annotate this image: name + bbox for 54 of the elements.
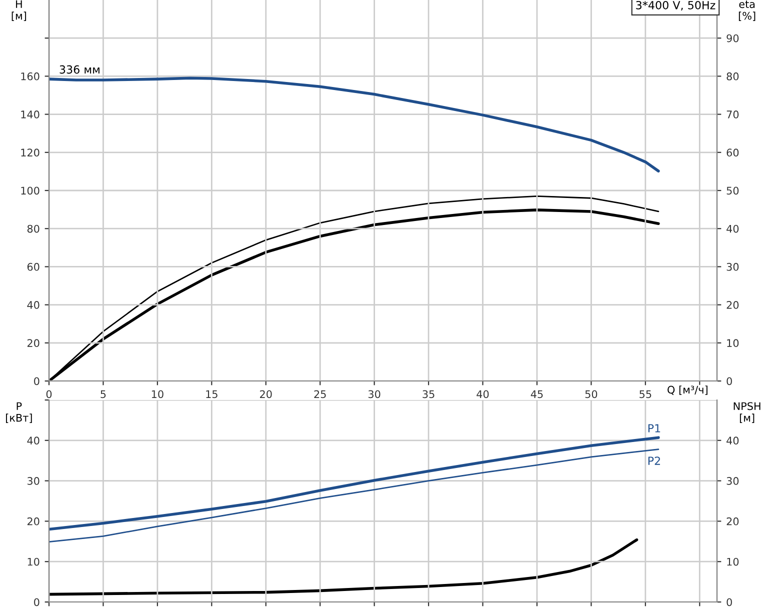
y-tick-label: 120 (21, 148, 40, 157)
y2-tick-label: 30 (726, 477, 739, 485)
y2-tick-label: 80 (726, 72, 739, 80)
x-tick-label: 35 (422, 390, 434, 398)
y-tick-label: 140 (21, 110, 40, 118)
line-series (49, 436, 660, 531)
y-tick-label: 20 (27, 339, 40, 348)
y2-tick-label: 30 (726, 262, 739, 271)
y-axis-title: H [м] (12, 0, 26, 21)
y2-axis-title: NPSH [м] (734, 402, 760, 423)
x-tick-label: 55 (640, 390, 652, 398)
y2-axis-title: eta [%] (738, 0, 756, 21)
y-axis-title: P [кВт] (6, 402, 32, 423)
y2-tick-label: 40 (726, 436, 739, 445)
x-tick-label: 5 (100, 390, 106, 398)
x-tick-label: 20 (260, 390, 272, 398)
annotation: 3*400 V, 50Hz (636, 0, 716, 10)
y-tick-label: 80 (27, 224, 40, 233)
y2-tick-label: 60 (726, 148, 739, 157)
series-label: P1 (648, 424, 660, 432)
x-tick-label: 10 (152, 390, 164, 398)
y-tick-label: 0 (34, 598, 40, 606)
x-tick-label: 40 (476, 390, 489, 398)
y-tick-label: 20 (27, 517, 40, 526)
y2-tick-label: 0 (726, 598, 732, 606)
y-tick-label: 60 (27, 262, 40, 271)
x-tick-label: 25 (314, 390, 326, 398)
y-tick-label: 30 (28, 477, 40, 485)
line-series (49, 76, 660, 172)
y-tick-label: 40 (27, 301, 40, 309)
x-tick-label: 45 (530, 390, 543, 398)
y2-tick-label: 20 (726, 301, 739, 309)
y-tick-label: 10 (28, 558, 40, 566)
y-tick-label: 160 (21, 72, 40, 80)
y-tick-label: 40 (27, 436, 40, 445)
x-tick-label: 15 (206, 390, 218, 398)
x-tick-label: 50 (585, 390, 598, 398)
series-label: P2 (648, 456, 660, 465)
x-axis-title: Q [м³/ч] (668, 386, 708, 395)
y2-tick-label: 0 (726, 377, 732, 386)
x-tick-label: 0 (46, 390, 52, 398)
y2-tick-label: 20 (726, 517, 739, 526)
annotation: 336 мм (60, 65, 100, 74)
line-series (49, 538, 638, 596)
x-tick-label: 30 (368, 390, 380, 398)
y2-tick-label: 70 (726, 110, 739, 118)
y-tick-label: 100 (21, 186, 40, 195)
y2-tick-label: 40 (726, 224, 739, 233)
line-series (49, 448, 660, 542)
y-tick-label: 0 (34, 377, 40, 386)
y2-tick-label: 10 (727, 558, 739, 566)
y2-tick-label: 10 (727, 339, 739, 348)
y2-tick-label: 90 (726, 34, 739, 42)
y2-tick-label: 50 (726, 186, 739, 195)
